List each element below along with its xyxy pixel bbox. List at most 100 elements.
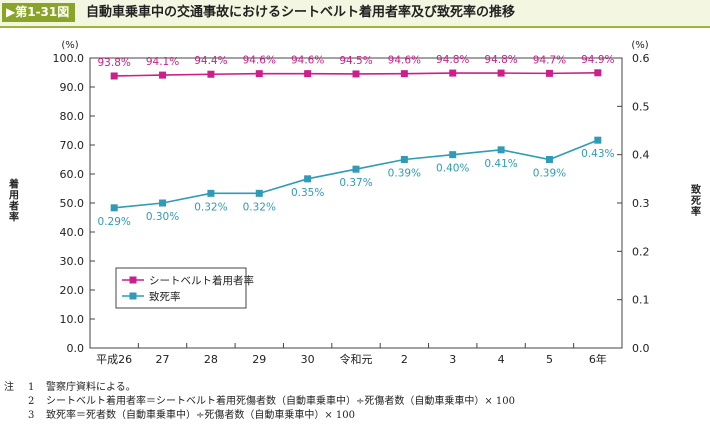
left-tick-label: 50.0 bbox=[60, 197, 85, 210]
data-label: 0.41% bbox=[484, 158, 517, 170]
data-label: 94.7% bbox=[533, 54, 566, 66]
data-label: 0.32% bbox=[194, 201, 227, 213]
left-tick-label: 30.0 bbox=[60, 255, 85, 268]
figure-notes: 注 1 警察庁資料による。 2 シートベルト着用者率＝シートベルト着用死傷者数（自動車… bbox=[4, 381, 515, 423]
x-tick-label: 30 bbox=[301, 353, 315, 366]
figure-number-badge: ▶第1-31図 bbox=[2, 3, 76, 22]
note-row: 注 1 警察庁資料による。 bbox=[4, 381, 515, 395]
x-tick-label: 29 bbox=[252, 353, 266, 366]
data-label: 94.8% bbox=[484, 54, 517, 66]
right-tick-label: 0.4 bbox=[632, 149, 650, 162]
data-label: 94.6% bbox=[388, 55, 421, 67]
figure-title: 自動車乗車中の交通事故におけるシートベルト着用者率及び致死率の推移 bbox=[86, 5, 516, 20]
right-axis-title: 致死率 bbox=[691, 183, 702, 218]
data-point bbox=[449, 69, 457, 77]
data-point bbox=[497, 69, 505, 77]
note-number: 3 bbox=[28, 410, 35, 421]
note-text: 致死率＝死者数（自動車乗車中）÷死傷者数（自動車乗車中）× 100 bbox=[46, 410, 356, 421]
data-label: 0.29% bbox=[98, 216, 131, 228]
left-tick-label: 100.0 bbox=[53, 52, 85, 65]
x-tick-label: 28 bbox=[204, 353, 218, 366]
right-tick-label: 0.5 bbox=[632, 100, 650, 113]
chart-series: 93.8% 94.1% 94.4% 94.6% 94.6% 94.5% 94.6% 94.8%… bbox=[98, 54, 615, 228]
data-point bbox=[352, 165, 360, 173]
left-axis-unit: (%) bbox=[61, 40, 78, 51]
note-text: シートベルト着用者率＝シートベルト着用死傷者数（自動車乗車中）÷死傷者数（自動車… bbox=[46, 396, 516, 407]
data-point bbox=[400, 156, 408, 163]
data-point bbox=[110, 72, 118, 80]
left-tick-label: 20.0 bbox=[60, 284, 85, 297]
data-point bbox=[352, 70, 360, 78]
data-label: 0.40% bbox=[436, 163, 469, 175]
data-point bbox=[449, 151, 457, 159]
data-point bbox=[304, 70, 312, 78]
data-label: 94.9% bbox=[581, 54, 614, 66]
x-tick-label: 令和元 bbox=[340, 352, 373, 366]
data-point bbox=[545, 156, 553, 163]
data-label: 94.5% bbox=[339, 55, 372, 67]
note-text: 警察庁資料による。 bbox=[46, 382, 136, 393]
left-tick-label: 0.0 bbox=[67, 342, 85, 355]
x-tick-label: 5 bbox=[546, 353, 553, 366]
data-label: 0.39% bbox=[533, 168, 566, 180]
data-label: 94.6% bbox=[243, 55, 276, 67]
right-tick-label: 0.6 bbox=[632, 52, 650, 65]
data-point bbox=[304, 175, 312, 183]
legend-swatch-marker bbox=[129, 276, 137, 284]
legend-swatch-marker bbox=[129, 292, 137, 300]
data-label: 94.6% bbox=[291, 55, 324, 67]
data-point bbox=[159, 71, 167, 79]
data-point bbox=[207, 70, 215, 78]
data-label: 0.37% bbox=[339, 177, 372, 189]
x-tick-label: 平成26 bbox=[96, 353, 132, 366]
x-tick-label: 27 bbox=[156, 353, 170, 366]
x-tick-label: 3 bbox=[449, 353, 456, 366]
data-point bbox=[110, 204, 118, 212]
data-label: 93.8% bbox=[98, 57, 131, 69]
data-point bbox=[207, 189, 215, 197]
data-label: 0.39% bbox=[388, 168, 421, 180]
note-row: 2 シートベルト着用者率＝シートベルト着用死傷者数（自動車乗車中）÷死傷者数（自動… bbox=[4, 395, 515, 409]
left-tick-label: 70.0 bbox=[60, 139, 85, 152]
chart-axes: 0.010.020.030.040.050.060.070.080.090.01… bbox=[8, 40, 702, 366]
legend-label: 致死率 bbox=[149, 290, 181, 303]
data-label: 0.30% bbox=[146, 211, 179, 223]
line-chart: 0.010.020.030.040.050.060.070.080.090.01… bbox=[0, 28, 710, 374]
data-point bbox=[255, 189, 263, 197]
notes-label: 注 bbox=[4, 382, 14, 393]
right-axis-unit: (%) bbox=[631, 40, 648, 51]
data-label: 94.8% bbox=[436, 54, 469, 66]
x-tick-label: 6年 bbox=[589, 352, 607, 366]
right-tick-label: 0.0 bbox=[632, 342, 650, 355]
right-tick-label: 0.3 bbox=[632, 197, 650, 210]
data-point bbox=[545, 69, 553, 77]
legend-label: シートベルト着用者率 bbox=[149, 274, 254, 287]
note-number: 2 bbox=[28, 396, 35, 407]
data-point bbox=[594, 69, 602, 77]
left-tick-label: 90.0 bbox=[60, 81, 85, 94]
note-number: 1 bbox=[28, 382, 35, 393]
left-tick-label: 10.0 bbox=[60, 313, 85, 326]
data-point bbox=[594, 136, 602, 144]
data-point bbox=[255, 70, 263, 78]
right-tick-label: 0.1 bbox=[632, 294, 650, 307]
figure-header: ▶第1-31図 自動車乗車中の交通事故におけるシートベルト着用者率及び致死率の推… bbox=[0, 0, 710, 28]
data-label: 0.32% bbox=[243, 201, 276, 213]
data-label: 0.35% bbox=[291, 187, 324, 199]
x-tick-label: 4 bbox=[498, 353, 505, 366]
data-label: 94.1% bbox=[146, 56, 179, 68]
right-tick-label: 0.2 bbox=[632, 245, 650, 258]
left-tick-label: 80.0 bbox=[60, 110, 85, 123]
left-axis-title: 着用者率 bbox=[8, 178, 19, 224]
data-label: 94.4% bbox=[194, 55, 227, 67]
data-label: 0.43% bbox=[581, 148, 614, 160]
left-tick-label: 40.0 bbox=[60, 226, 85, 239]
note-row: 3 致死率＝死者数（自動車乗車中）÷死傷者数（自動車乗車中）× 100 bbox=[4, 409, 515, 423]
data-point bbox=[400, 70, 408, 78]
legend-box bbox=[115, 267, 247, 309]
left-tick-label: 60.0 bbox=[60, 168, 85, 181]
x-tick-label: 2 bbox=[401, 353, 408, 366]
data-point bbox=[497, 146, 505, 154]
data-point bbox=[159, 199, 167, 207]
